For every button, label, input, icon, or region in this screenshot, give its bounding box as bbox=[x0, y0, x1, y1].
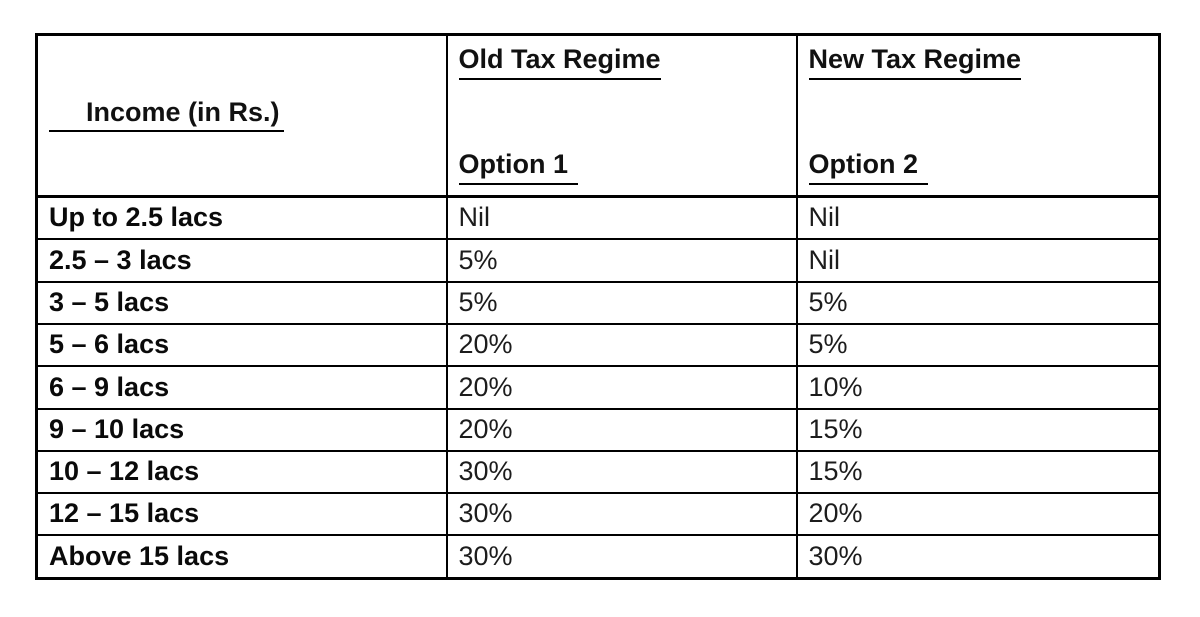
old-rate-cell: 5% bbox=[445, 238, 798, 283]
income-cell: 2.5 – 3 lacs bbox=[35, 238, 448, 283]
old-regime-title: Old Tax Regime bbox=[458, 44, 661, 80]
table-header-row: Income (in Rs.) Old Tax Regime Option 1 … bbox=[35, 33, 1161, 198]
table-row: 6 – 9 lacs 20% 10% bbox=[35, 365, 1161, 410]
table-row: 12 – 15 lacs 30% 20% bbox=[35, 492, 1161, 537]
table-row: 5 – 6 lacs 20% 5% bbox=[35, 323, 1161, 368]
income-column-header-label: Income (in Rs.) bbox=[49, 97, 284, 133]
new-rate-cell: 20% bbox=[795, 492, 1161, 537]
table-row: 9 – 10 lacs 20% 15% bbox=[35, 407, 1161, 452]
new-regime-subtitle: Option 2 bbox=[808, 150, 928, 185]
new-regime-title: New Tax Regime bbox=[808, 44, 1022, 80]
income-cell: 10 – 12 lacs bbox=[35, 449, 448, 495]
table-row: 10 – 12 lacs 30% 15% bbox=[35, 449, 1161, 495]
table-row: Above 15 lacs 30% 30% bbox=[35, 534, 1161, 580]
new-rate-cell: 15% bbox=[795, 407, 1161, 452]
income-cell: 9 – 10 lacs bbox=[35, 407, 448, 452]
new-rate-cell: 5% bbox=[795, 323, 1161, 368]
new-rate-cell: 5% bbox=[795, 280, 1161, 326]
old-rate-cell: 20% bbox=[445, 365, 798, 410]
table-row: Up to 2.5 lacs Nil Nil bbox=[35, 195, 1161, 241]
income-cell: Above 15 lacs bbox=[35, 534, 448, 580]
income-cell: 12 – 15 lacs bbox=[35, 492, 448, 537]
income-column-header: Income (in Rs.) bbox=[35, 33, 448, 198]
new-rate-cell: 15% bbox=[795, 449, 1161, 495]
old-rate-cell: 20% bbox=[445, 323, 798, 368]
income-cell: 3 – 5 lacs bbox=[35, 280, 448, 326]
new-rate-cell: Nil bbox=[795, 195, 1161, 241]
new-rate-cell: 10% bbox=[795, 365, 1161, 410]
income-cell: Up to 2.5 lacs bbox=[35, 195, 448, 241]
tax-comparison-table: Income (in Rs.) Old Tax Regime Option 1 … bbox=[35, 33, 1161, 580]
new-rate-cell: 30% bbox=[795, 534, 1161, 580]
old-regime-column-header: Old Tax Regime Option 1 bbox=[445, 33, 798, 198]
old-rate-cell: 5% bbox=[445, 280, 798, 326]
old-rate-cell: 20% bbox=[445, 407, 798, 452]
tax-rate-table: Income (in Rs.) Old Tax Regime Option 1 … bbox=[35, 33, 1161, 580]
income-cell: 6 – 9 lacs bbox=[35, 365, 448, 410]
income-cell: 5 – 6 lacs bbox=[35, 323, 448, 368]
table-row: 2.5 – 3 lacs 5% Nil bbox=[35, 238, 1161, 283]
old-rate-cell: 30% bbox=[445, 534, 798, 580]
old-rate-cell: 30% bbox=[445, 492, 798, 537]
new-rate-cell: Nil bbox=[795, 238, 1161, 283]
old-rate-cell: 30% bbox=[445, 449, 798, 495]
old-regime-subtitle: Option 1 bbox=[458, 150, 578, 185]
new-regime-column-header: New Tax Regime Option 2 bbox=[795, 33, 1161, 198]
table-row: 3 – 5 lacs 5% 5% bbox=[35, 280, 1161, 326]
old-rate-cell: Nil bbox=[445, 195, 798, 241]
